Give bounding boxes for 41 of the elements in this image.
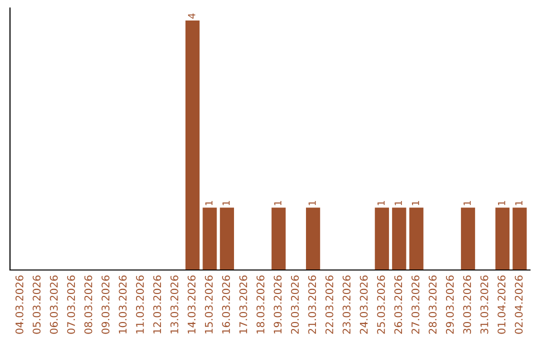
x-tick-label: 20.03.2026 xyxy=(290,276,299,334)
data-label: 1 xyxy=(308,200,316,206)
x-tick-label: 04.03.2026 xyxy=(15,276,24,334)
x-tick-label: 08.03.2026 xyxy=(84,276,92,334)
x-tick-label: 18.03.2026 xyxy=(256,276,264,334)
data-label: 1 xyxy=(464,200,471,206)
x-tick-label: 25.03.2026 xyxy=(377,276,385,334)
x-tick-label: 19.03.2026 xyxy=(274,276,282,334)
x-tick-label: 21.03.2026 xyxy=(308,276,316,334)
data-label: 1 xyxy=(274,200,282,206)
x-tick-label: 27.03.2026 xyxy=(412,276,420,334)
x-tick-label: 02.04.2026 xyxy=(514,276,523,334)
x-tick-label: 17.03.2026 xyxy=(239,276,248,334)
x-tick-label: 07.03.2026 xyxy=(67,276,76,334)
data-label: 1 xyxy=(378,200,385,206)
x-tick-label: 09.03.2026 xyxy=(102,276,110,334)
x-tick-label: 31.03.2026 xyxy=(480,276,488,334)
x-tick-label: 11.03.2026 xyxy=(136,276,144,334)
x-tick-label: 10.03.2026 xyxy=(118,276,127,334)
x-tick-label: 16.03.2026 xyxy=(222,276,230,334)
x-tick-label: 15.03.2026 xyxy=(204,276,213,334)
data-label: 1 xyxy=(515,200,522,206)
x-tick-label: 22.03.2026 xyxy=(325,276,334,334)
data-label: 1 xyxy=(412,200,420,206)
x-tick-label: 05.03.2026 xyxy=(32,276,41,334)
x-tick-label: 01.04.2026 xyxy=(498,276,506,334)
data-label: 1 xyxy=(498,200,506,206)
data-label: 1 xyxy=(394,200,402,206)
x-tick-label: 30.03.2026 xyxy=(463,276,472,334)
data-label: 1 xyxy=(205,200,212,206)
x-tick-label: 26.03.2026 xyxy=(394,276,402,334)
data-label: 4 xyxy=(188,13,196,19)
x-tick-label: 12.03.2026 xyxy=(153,276,162,334)
x-tick-label: 29.03.2026 xyxy=(446,276,454,334)
x-tick-label: 14.03.2026 xyxy=(188,276,196,334)
x-tick-label: 06.03.2026 xyxy=(50,276,58,334)
x-tick-label: 28.03.2026 xyxy=(428,276,437,334)
x-tick-label: 23.03.2026 xyxy=(342,276,351,334)
x-tick-label: 24.03.2026 xyxy=(360,276,368,334)
data-label: 1 xyxy=(222,200,230,206)
x-tick-label: 13.03.2026 xyxy=(170,276,178,334)
